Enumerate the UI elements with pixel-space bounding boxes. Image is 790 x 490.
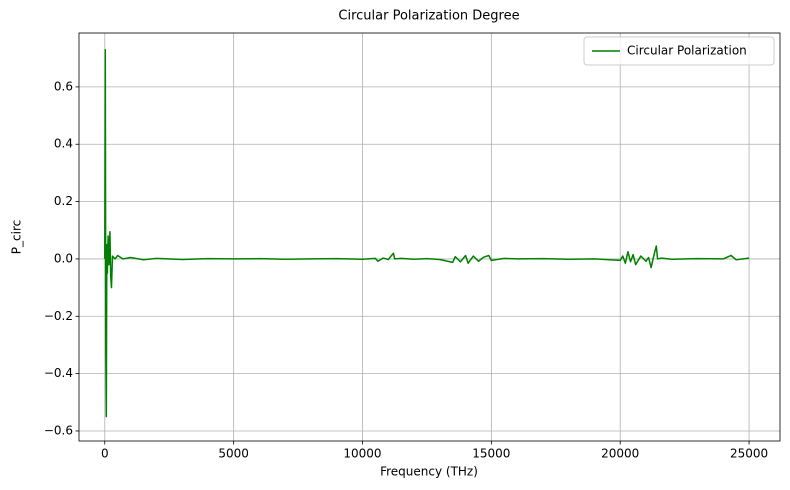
x-tick-label: 25000 (730, 447, 768, 461)
y-tick-label: −0.2 (44, 309, 73, 323)
legend-box (583, 36, 775, 66)
y-tick-label: −0.6 (44, 423, 73, 437)
chart-title: Circular Polarization Degree (338, 9, 519, 24)
y-tick-label: 0.4 (54, 137, 73, 151)
x-tick-label: 10000 (343, 447, 381, 461)
x-axis-label: Frequency (THz) (380, 465, 478, 479)
y-tick-label: 0.0 (54, 251, 73, 265)
x-tick-label: 0 (101, 447, 109, 461)
legend-label: Circular Polarization (627, 44, 747, 58)
y-axis-label: P_circ (10, 220, 24, 254)
y-tick-label: −0.4 (44, 366, 73, 380)
x-tick-label: 5000 (218, 447, 249, 461)
data-line (104, 48, 750, 418)
axes-frame (78, 32, 781, 442)
x-tick-label: 20000 (601, 447, 639, 461)
y-tick-label: 0.2 (54, 194, 73, 208)
y-tick-label: 0.6 (54, 79, 73, 93)
x-tick-label: 15000 (472, 447, 510, 461)
